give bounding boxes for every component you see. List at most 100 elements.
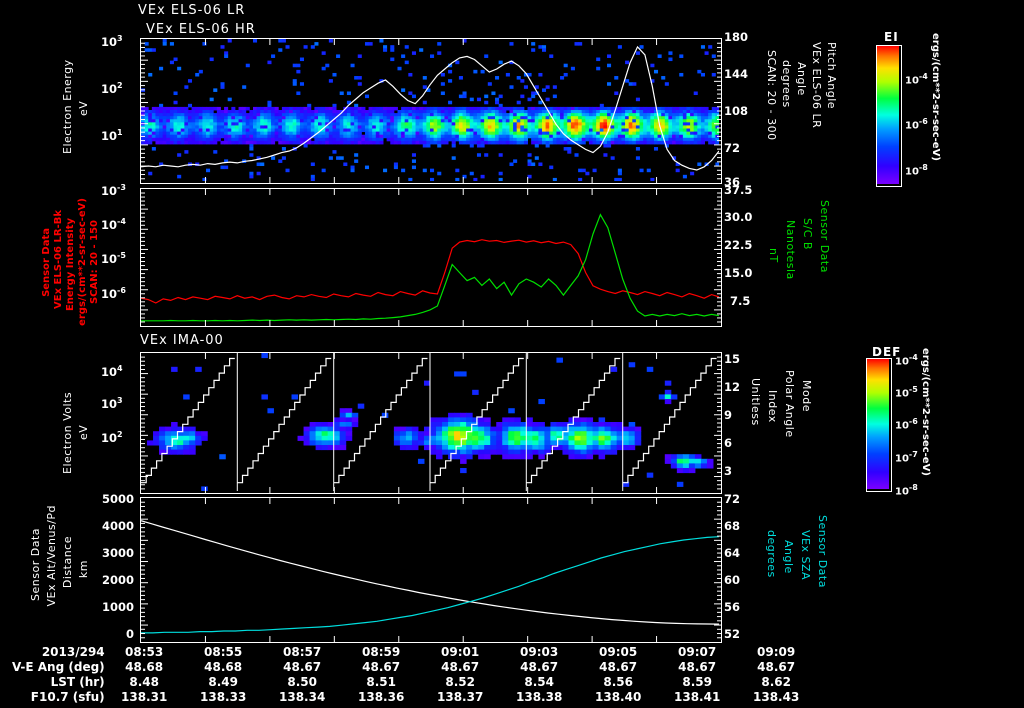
footer-cell: 08:59 xyxy=(362,645,401,659)
footer-cell: 8.51 xyxy=(366,675,396,689)
footer-cell: 138.33 xyxy=(200,690,247,704)
panel2-left-label-scan: SCAN: 20 - 150 xyxy=(89,220,100,305)
footer-row: V-E Ang (deg) 48.68 48.68 48.67 48.67 48.67 48… xyxy=(12,660,816,675)
panel3-rtick-15: 15 xyxy=(724,352,741,366)
panel3-spectrogram-svg xyxy=(141,353,719,491)
panel2-rtick-225: 22.5 xyxy=(724,238,753,252)
panel4-left-label-alt: VEx Alt/Venus/Pd xyxy=(45,505,58,607)
footer-cell: 48.67 xyxy=(362,660,401,674)
footer-row-label: F10.7 (sfu) xyxy=(30,690,105,704)
panel4-ltick-3000: 3000 xyxy=(101,546,134,560)
panel1-colorbar-tick-6: 10-6 xyxy=(905,117,928,132)
panel4-rtick-64: 64 xyxy=(724,546,741,560)
panel1-colorbar-unit: ergs/(cm**2-sr-sec-eV) xyxy=(930,33,941,161)
panel4-left-label-sensor: Sensor Data xyxy=(29,528,42,601)
footer-row-label: LST (hr) xyxy=(50,675,105,689)
panel4-plot-area[interactable] xyxy=(140,497,722,643)
panel4-rtick-52: 52 xyxy=(724,627,741,641)
panel1-rtick-144: 144 xyxy=(724,67,749,81)
panel3-colorbar-tick-8: 10-8 xyxy=(895,483,918,498)
panel2-right-label-sensor: Sensor Data xyxy=(818,200,831,273)
panel1-right-label-angle: Angle xyxy=(795,62,808,96)
panel3-colorbar-unit: ergs/(cm**2-sr-sec-eV) xyxy=(920,348,931,476)
footer-row-label: V-E Ang (deg) xyxy=(12,660,105,674)
footer-cell: 48.67 xyxy=(757,660,796,674)
footer-cell: 48.67 xyxy=(283,660,322,674)
panel3-right-label-index: Index xyxy=(766,390,779,423)
panel3-rtick-12: 12 xyxy=(724,380,741,394)
panel3-colorbar-title: DEF xyxy=(872,345,902,359)
footer-row: F10.7 (sfu) 138.31 138.33 138.34 138.36 138.3… xyxy=(12,690,816,705)
panel3-rtick-6: 6 xyxy=(724,436,733,450)
footer-cell: 8.56 xyxy=(603,675,633,689)
footer-cell: 8.49 xyxy=(208,675,238,689)
panel1-title-lr: VEx ELS-06 LR xyxy=(138,3,246,18)
footer-cell: 138.31 xyxy=(121,690,168,704)
footer-cell: 48.68 xyxy=(125,660,164,674)
panel1-rtick-72: 72 xyxy=(724,141,741,155)
panel1-right-label-degrees: degrees xyxy=(780,60,793,108)
footer-cell: 138.34 xyxy=(279,690,326,704)
panel1-right-label-sensor: VEx ELS-06 LR xyxy=(810,42,823,129)
panel3-colorbar-tick-6: 10-6 xyxy=(895,417,918,432)
footer-cell: 138.38 xyxy=(516,690,563,704)
panel2-plot-area[interactable] xyxy=(140,188,722,327)
panel1-y-axis-label: Electron Energy xyxy=(61,59,74,155)
panel2-right-label-scb: S/C B xyxy=(801,218,814,250)
footer-table: 2013/294 08:53 08:55 08:57 08:59 09:01 09:03 09… xyxy=(12,645,816,705)
panel1-right-label-pitch: Pitch Angle xyxy=(825,42,838,110)
panel3-y-axis-unit: eV xyxy=(77,424,90,440)
panel3-ytick-3: 103 xyxy=(101,396,123,411)
footer-cell: 09:03 xyxy=(520,645,559,659)
panel3-colorbar-tick-5: 10-5 xyxy=(895,385,918,400)
panel1-ytick-3: 103 xyxy=(101,34,123,49)
footer-cell: 138.40 xyxy=(595,690,642,704)
panel4-right-label-sza: VEx SZA xyxy=(799,530,812,581)
panel2-rtick-375: 37.5 xyxy=(724,183,753,197)
footer-cell: 48.67 xyxy=(678,660,717,674)
panel2-right-label-unit: nT xyxy=(767,248,780,263)
panel4-ltick-1000: 1000 xyxy=(101,600,134,614)
panel4-ltick-4000: 4000 xyxy=(101,519,134,533)
panel1-plot-area[interactable] xyxy=(140,38,722,184)
panel1-rtick-108: 108 xyxy=(724,104,749,118)
footer-cell: 48.67 xyxy=(441,660,480,674)
footer-row: 2013/294 08:53 08:55 08:57 08:59 09:01 09:03 09… xyxy=(12,645,816,660)
footer-cell: 09:07 xyxy=(678,645,717,659)
footer-cell: 8.62 xyxy=(761,675,791,689)
panel1-right-label-scan: SCAN: 20 - 300 xyxy=(765,50,778,141)
panel3-right-label-polar: Polar Angle xyxy=(783,370,796,438)
panel1-rtick-36: 36 xyxy=(724,175,741,189)
panel4-rtick-56: 56 xyxy=(724,600,741,614)
panel3-title: VEx IMA-00 xyxy=(140,333,224,348)
panel4-right-label-degrees: degrees xyxy=(765,530,778,578)
panel3-colorbar-tick-4: 10-4 xyxy=(895,353,918,368)
panel1-colorbar-tick-8: 10-8 xyxy=(905,163,928,178)
footer-cell: 8.48 xyxy=(129,675,159,689)
footer-cell: 138.37 xyxy=(437,690,484,704)
panel3-colorbar xyxy=(866,358,892,492)
footer-cell: 138.43 xyxy=(753,690,800,704)
panel2-rtick-300: 30.0 xyxy=(724,210,753,224)
panel1-colorbar-tick-4: 10-4 xyxy=(905,72,928,87)
tick-overlay xyxy=(141,189,721,326)
panel4-ltick-2000: 2000 xyxy=(101,573,134,587)
panel2-rtick-150: 15.0 xyxy=(724,266,753,280)
footer-cell: 138.41 xyxy=(674,690,721,704)
tick-overlay xyxy=(141,39,721,183)
panel1-ytick-1: 101 xyxy=(101,128,123,143)
footer-cell: 08:57 xyxy=(283,645,322,659)
footer-cell: 8.50 xyxy=(287,675,317,689)
panel3-right-label-unitless: Unitless xyxy=(749,378,762,426)
panel3-rtick-3: 3 xyxy=(724,464,733,478)
panel2-left-label-unit: ergs/(cm**2-sr-sec-eV) xyxy=(77,198,88,326)
footer-row-label: 2013/294 xyxy=(41,645,105,659)
panel4-ltick-0: 0 xyxy=(125,627,134,641)
panel2-right-label-nanotesla: Nanotesla xyxy=(784,220,797,280)
panel3-ytick-2: 102 xyxy=(101,430,123,445)
panel3-plot-area[interactable] xyxy=(140,352,722,494)
panel2-ytick-m4: 10-4 xyxy=(101,217,126,232)
panel1-colorbar-title: EI xyxy=(884,30,899,44)
panel2-rtick-75: 7.5 xyxy=(730,294,751,308)
panel1-title-hr: VEx ELS-06 HR xyxy=(146,22,256,37)
